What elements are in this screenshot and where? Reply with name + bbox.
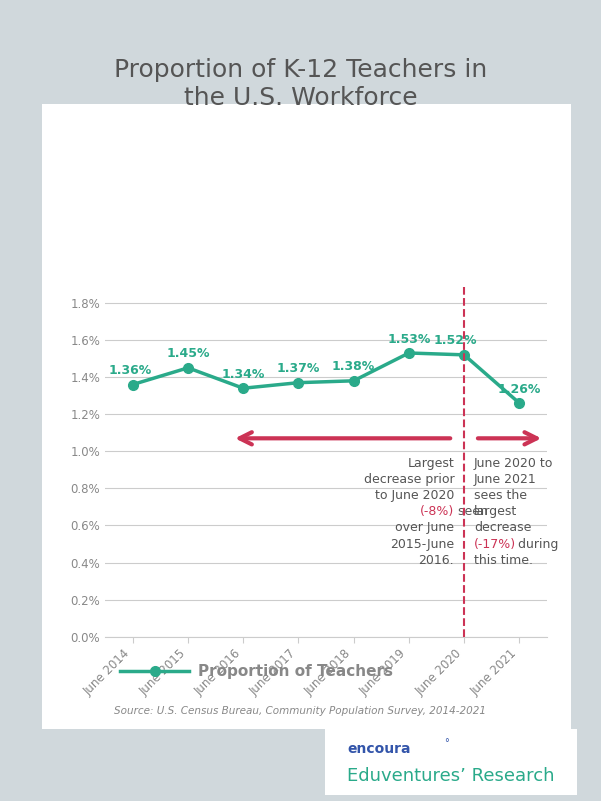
Text: 1.38%: 1.38% bbox=[332, 360, 375, 373]
Text: decrease prior: decrease prior bbox=[364, 473, 454, 486]
Text: Proportion of K-12 Teachers in
the U.S. Workforce: Proportion of K-12 Teachers in the U.S. … bbox=[114, 58, 487, 110]
Text: 1.53%: 1.53% bbox=[387, 332, 430, 345]
Text: 1.45%: 1.45% bbox=[166, 348, 210, 360]
Text: 2016.: 2016. bbox=[418, 553, 454, 566]
Text: Source: U.S. Census Bureau, Community Population Survey, 2014-2021: Source: U.S. Census Bureau, Community Po… bbox=[115, 706, 486, 716]
Text: Largest: Largest bbox=[407, 457, 454, 470]
Text: sees the: sees the bbox=[474, 489, 527, 502]
Text: largest: largest bbox=[474, 505, 517, 518]
Text: over June: over June bbox=[395, 521, 454, 534]
Text: 1.36%: 1.36% bbox=[108, 364, 151, 377]
Text: 1.26%: 1.26% bbox=[498, 383, 541, 396]
Text: this time.: this time. bbox=[474, 553, 533, 566]
Text: Eduventures’ Research: Eduventures’ Research bbox=[347, 767, 555, 785]
Text: during: during bbox=[514, 537, 558, 550]
Text: (-17%): (-17%) bbox=[474, 537, 516, 550]
Text: Proportion of Teachers: Proportion of Teachers bbox=[198, 664, 393, 678]
Text: (-8%): (-8%) bbox=[420, 505, 454, 518]
Text: to June 2020: to June 2020 bbox=[375, 489, 454, 502]
Text: 1.34%: 1.34% bbox=[222, 368, 265, 380]
Text: 1.37%: 1.37% bbox=[276, 362, 320, 375]
Text: 2015-June: 2015-June bbox=[390, 537, 454, 550]
Text: June 2021: June 2021 bbox=[474, 473, 537, 486]
Text: decrease: decrease bbox=[474, 521, 531, 534]
Text: seen: seen bbox=[454, 505, 488, 518]
Text: June 2020 to: June 2020 to bbox=[474, 457, 554, 470]
Text: 1.52%: 1.52% bbox=[434, 335, 478, 348]
Text: encoura: encoura bbox=[347, 742, 410, 755]
Text: °: ° bbox=[444, 739, 449, 748]
